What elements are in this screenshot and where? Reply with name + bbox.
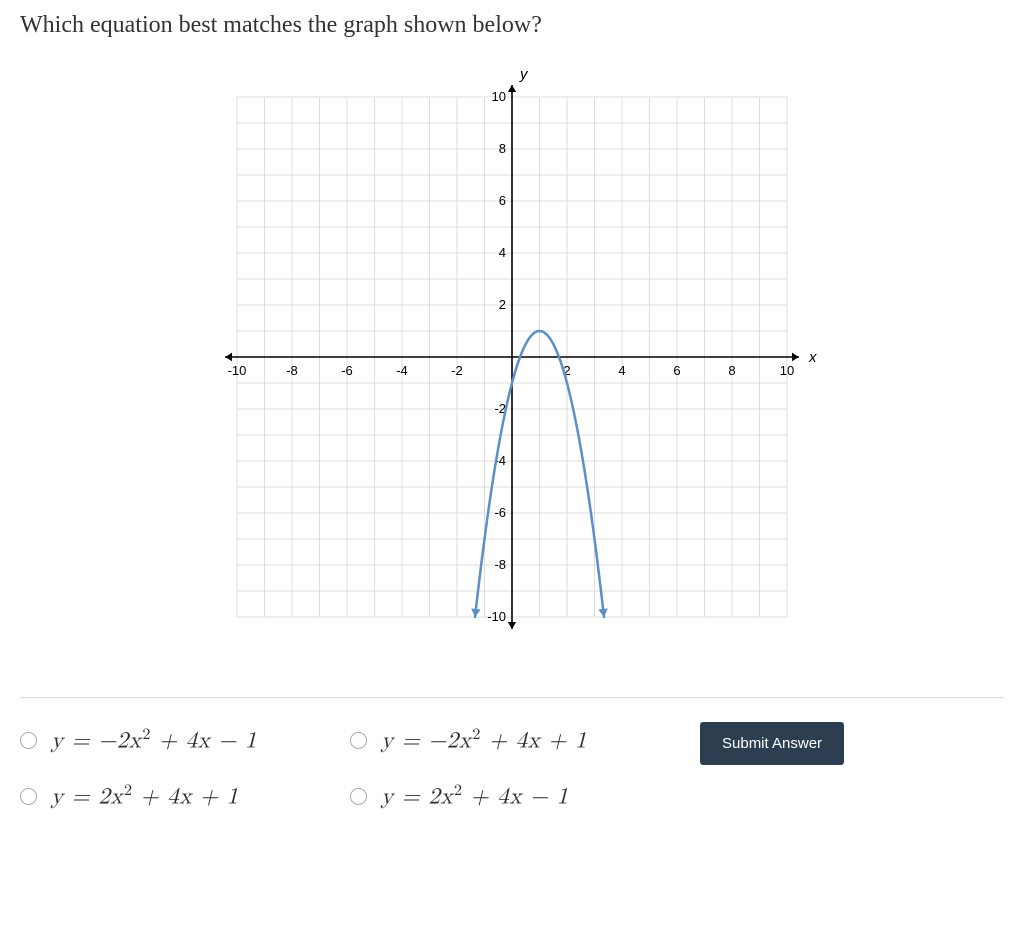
- question-text: Which equation best matches the graph sh…: [20, 12, 1004, 39]
- option-label: y = 2x2 + 4x + 1: [51, 782, 239, 812]
- svg-text:6: 6: [499, 193, 506, 208]
- radio-icon: [350, 788, 367, 805]
- svg-text:8: 8: [728, 363, 735, 378]
- chart-container: xy-10-8-6-4-2246810-10-8-6-4-2246810: [20, 67, 1004, 647]
- option-label: y = −2x2 + 4x − 1: [51, 726, 257, 756]
- eq-var: x: [528, 730, 541, 753]
- radio-option-a[interactable]: y = −2x2 + 4x − 1: [20, 726, 330, 756]
- svg-text:-10: -10: [228, 363, 247, 378]
- eq-var: x: [509, 785, 522, 808]
- svg-text:-8: -8: [286, 363, 298, 378]
- svg-text:-6: -6: [494, 505, 506, 520]
- svg-text:4: 4: [618, 363, 625, 378]
- radio-icon: [20, 732, 37, 749]
- eq-var: x: [110, 785, 123, 808]
- radio-option-c[interactable]: y = 2x2 + 4x + 1: [20, 782, 330, 812]
- svg-text:-10: -10: [487, 609, 506, 624]
- radio-option-b[interactable]: y = −2x2 + 4x + 1: [350, 726, 680, 756]
- svg-text:8: 8: [499, 141, 506, 156]
- parabola-chart: xy-10-8-6-4-2246810-10-8-6-4-2246810: [207, 67, 817, 647]
- svg-text:-2: -2: [451, 363, 463, 378]
- eq-var: y: [51, 785, 64, 808]
- option-label: y = 2x2 + 4x − 1: [381, 782, 569, 812]
- radio-icon: [20, 788, 37, 805]
- submit-answer-button[interactable]: Submit Answer: [700, 722, 844, 765]
- eq-var: y: [51, 730, 64, 753]
- eq-var: x: [179, 785, 192, 808]
- eq-var: y: [381, 730, 394, 753]
- svg-text:y: y: [519, 67, 529, 83]
- eq-var: y: [381, 785, 394, 808]
- answers-grid: y = −2x2 + 4x − 1 y = −2x2 + 4x + 1 y = …: [20, 726, 680, 811]
- eq-var: x: [198, 730, 211, 753]
- eq-var: x: [440, 785, 453, 808]
- radio-icon: [350, 732, 367, 749]
- eq-var: x: [129, 730, 142, 753]
- svg-text:6: 6: [673, 363, 680, 378]
- answers-row: y = −2x2 + 4x − 1 y = −2x2 + 4x + 1 y = …: [20, 697, 1004, 811]
- eq-var: x: [459, 730, 472, 753]
- svg-text:-4: -4: [396, 363, 408, 378]
- svg-text:2: 2: [499, 297, 506, 312]
- svg-text:-6: -6: [341, 363, 353, 378]
- svg-text:-8: -8: [494, 557, 506, 572]
- radio-option-d[interactable]: y = 2x2 + 4x − 1: [350, 782, 680, 812]
- svg-text:4: 4: [499, 245, 506, 260]
- svg-text:10: 10: [492, 89, 506, 104]
- svg-text:10: 10: [780, 363, 794, 378]
- option-label: y = −2x2 + 4x + 1: [381, 726, 587, 756]
- svg-text:x: x: [808, 349, 817, 366]
